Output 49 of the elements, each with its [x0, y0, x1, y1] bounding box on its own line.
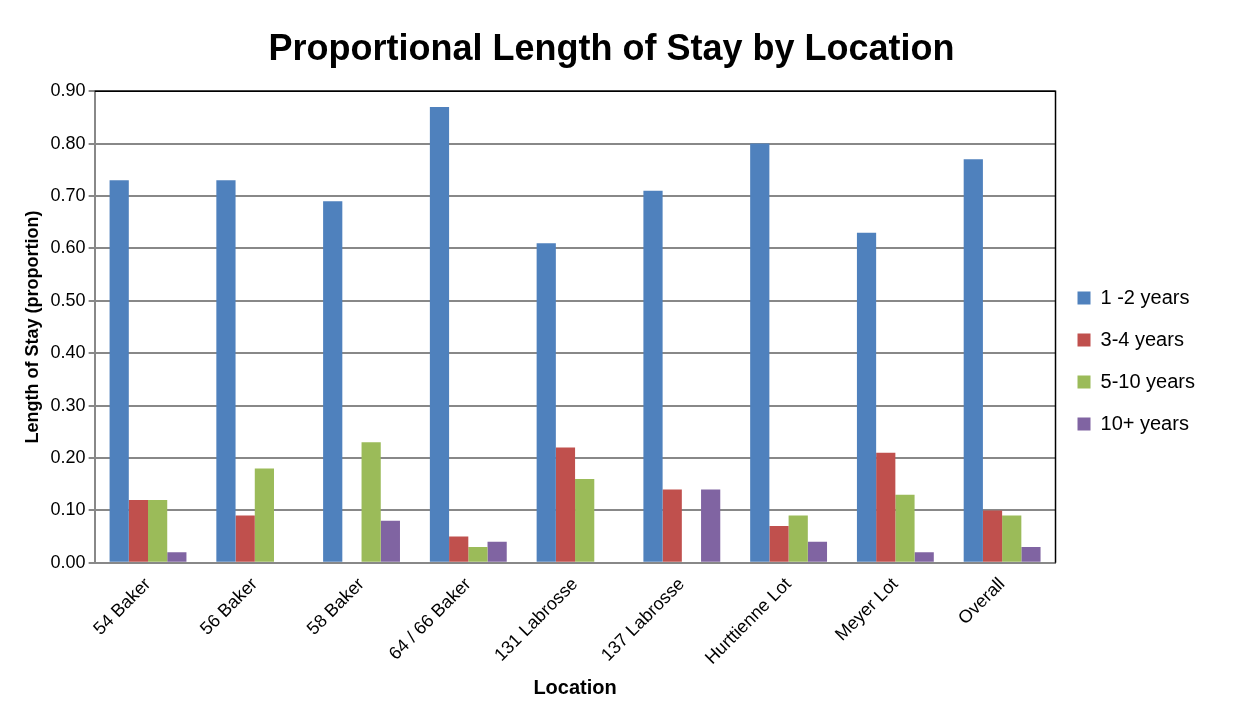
bar [380, 520, 400, 562]
bar [982, 510, 1003, 562]
bar [662, 489, 682, 562]
bar [468, 547, 488, 562]
bar [536, 243, 556, 562]
bar [788, 515, 808, 562]
bar [856, 232, 877, 562]
legend-label: 5-10 years [1100, 369, 1196, 392]
bar [167, 552, 187, 562]
bar [555, 447, 576, 562]
bar [216, 180, 236, 562]
y-tick-label: 0.10 [50, 499, 86, 520]
bar [963, 159, 983, 562]
y-axis-title: Length of Stay (proportion) [21, 210, 42, 444]
bar [914, 552, 934, 562]
bar [487, 541, 507, 562]
bar [254, 468, 274, 562]
bar [769, 526, 789, 562]
bar [323, 201, 343, 562]
y-tick-label: 0.00 [50, 551, 86, 572]
bar [575, 478, 595, 562]
bar [876, 452, 896, 562]
chart-title: Proportional Length of Stay by Location [268, 26, 955, 68]
bar [148, 499, 168, 562]
y-tick-label: 0.30 [50, 394, 86, 415]
legend-label: 1 -2 years [1100, 285, 1190, 308]
bar [429, 106, 450, 562]
x-axis-title: Location [533, 675, 617, 698]
bar [750, 143, 770, 562]
bar [128, 499, 149, 562]
bar [807, 541, 828, 562]
bar [109, 180, 129, 562]
y-tick-label: 0.70 [50, 184, 86, 205]
bar [701, 489, 721, 562]
legend-label: 10+ years [1100, 411, 1189, 434]
bar [235, 515, 255, 562]
bar [1002, 515, 1022, 562]
y-tick-label: 0.20 [50, 446, 86, 467]
y-tick-label: 0.90 [50, 80, 86, 101]
bar [643, 190, 663, 562]
y-tick-label: 0.40 [50, 342, 86, 363]
bar [361, 442, 381, 562]
bar [895, 494, 915, 562]
bar [449, 536, 469, 562]
y-tick-label: 0.50 [50, 289, 86, 310]
legend-label: 3-4 years [1100, 327, 1184, 350]
bar [1021, 547, 1041, 562]
y-tick-label: 0.60 [50, 237, 86, 258]
y-tick-label: 0.80 [50, 132, 86, 153]
